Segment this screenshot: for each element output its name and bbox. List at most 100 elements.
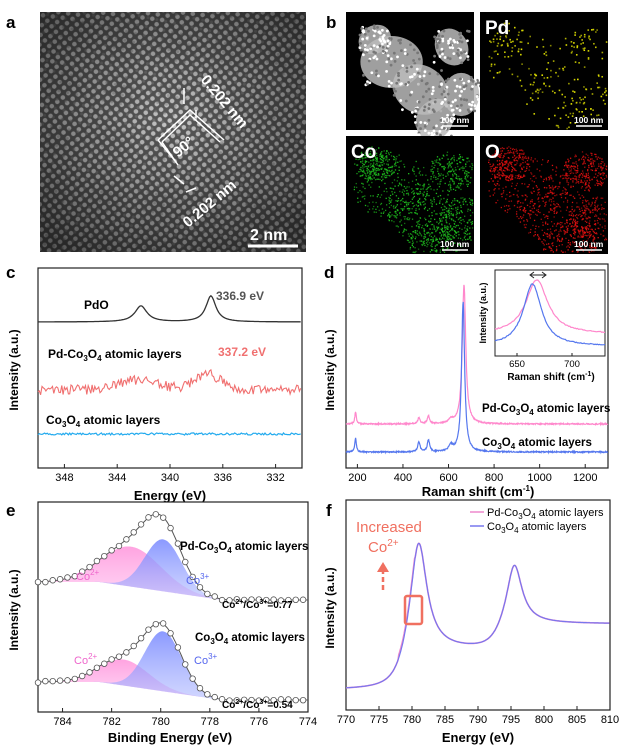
scale-bar-label-a: 2 nm [250,227,287,244]
group-label-e-co: Co3O4 atomic layers [195,632,305,646]
plot-frame-d [345,263,609,469]
ratio-label-pd: Co2+/Co3+=0.77 [222,599,293,611]
eds-title-pd: Pd [485,18,509,39]
xtick-label: 340 [161,472,179,484]
panel-label-a: a [6,13,16,32]
eds-scale-o: 100 nm [574,239,604,249]
annotation-pd-peak: 337.2 eV [218,345,266,359]
eds-scale-pd: 100 nm [574,115,604,125]
co2-component-1 [38,659,308,700]
xtick-label: 336 [214,472,232,484]
co2-label-top: Co2+ [76,568,100,583]
co3-label-top: Co3+ [186,572,210,587]
inset-xlabel: Raman shift (cm-1) [507,371,594,383]
xtick-label: 344 [108,472,126,484]
xtick-label: 780 [152,716,170,728]
xtick-label: 780 [403,714,421,726]
co3-component-1 [38,631,308,700]
series-label-d-co: Co3O4 atomic layers [482,437,592,451]
xtick-label: 800 [485,472,503,484]
xlabel-e: Binding Energy (eV) [108,730,232,745]
series-label-pd-co3o4: Pd-Co3O4 atomic layers [48,347,182,363]
xtick-label: 784 [53,716,71,728]
eds-title-o: O [485,142,500,163]
eds-scale-co: 100 nm [440,239,470,249]
inset-frame [494,269,606,357]
panel-label-e: e [6,501,15,520]
eds-signal-co [353,146,474,254]
xtick-label: 650 [509,359,525,370]
lattice-angle-marker [157,88,225,193]
series-co3o4 [37,432,301,437]
eds-signal-pd [488,22,608,130]
raw-data-0 [34,511,307,604]
xtick-label: 810 [601,714,619,726]
panel-label-f: f [326,501,332,520]
series-f-pd-co3o4 [346,542,610,689]
series-d-co3o4 [345,301,608,455]
xtick-label: 700 [564,359,580,370]
annotation-arrow-head [377,562,389,572]
series-label-co3o4: Co3O4 atomic layers [46,413,161,429]
eds-scale-haadf: 100 nm [440,115,470,125]
xlabel-d: Raman shift (cm-1) [422,484,535,499]
plot-frame-e [37,501,309,713]
series-pdo [38,294,301,323]
panel-a: a 0.202 nm 90° 0.202 nm 2 nm [6,12,306,252]
xtick-label: 348 [55,472,73,484]
co3-label-bottom: Co3+ [194,652,218,667]
group-label-e-pd: Pd-Co3O4 atomic layers [180,541,308,555]
xtick-label: 776 [250,716,268,728]
xtick-label: 774 [299,716,317,728]
xtick-label: 200 [348,472,366,484]
series-pd-co3o4 [37,368,302,396]
xtick-label: 785 [436,714,454,726]
xtick-label: 800 [535,714,553,726]
xtick-label: 332 [266,472,284,484]
inset-ylabel: Intensity (a.u.) [478,282,488,343]
co2-label-bottom: Co2+ [74,652,98,667]
series-label-pdo: PdO [84,298,109,312]
xtick-label: 1200 [573,472,597,484]
panel-f: f 770 775 780 785 790 795 800 805 810 Intensity … [323,499,619,745]
panel-d: d 200 400 600 800 1000 1200 Intensity (a.u.) … [323,263,610,499]
raw-data-1 [34,620,307,704]
ylabel-e: Intensity (a.u.) [7,569,21,650]
inset-series-pd [494,279,606,334]
eds-tile-o: O 100 nm [480,136,608,254]
annotation-pdo-peak: 336.9 eV [216,289,264,303]
xtick-label: 795 [502,714,520,726]
ylabel-d: Intensity (a.u.) [323,329,337,410]
co2-component-0 [38,546,308,600]
series-d-pd-co3o4 [345,284,609,427]
eds-tile-co: Co 100 nm [346,136,474,254]
legend-f-co: Co3O4 atomic layers [487,521,587,535]
series-f-co3o4 [346,542,610,689]
xtick-label: 790 [469,714,487,726]
eds-title-co: Co [351,142,376,163]
eds-signal-o [488,146,608,253]
inset-series-co [494,283,606,346]
panel-e: e 784 782 780 778 776 774 Intensity (a.u.) Bi… [6,501,317,745]
xtick-label: 400 [394,472,412,484]
xtick-label: 600 [439,472,457,484]
ratio-label-co: Co2+/Co3+=0.54 [222,699,293,711]
ylabel-c: Intensity (a.u.) [7,329,21,410]
xtick-label: 782 [102,716,120,728]
xtick-label: 805 [568,714,586,726]
panel-label-d: d [324,263,334,282]
panel-label-b: b [326,13,336,32]
eds-tile-haadf: 100 nm [346,12,482,141]
xps-group-0 [34,511,308,604]
panel-b: b 100 nm Pd 100 nm Co 100 nm O 100 nm [326,12,608,254]
xtick-label: 770 [337,714,355,726]
panel-c: c 348 344 340 336 332 Intensity (a.u.) Energ… [6,263,303,503]
eds-signal-haadf [358,24,482,141]
annotation-highlight-box [403,594,424,626]
xtick-label: 775 [370,714,388,726]
panel-label-c: c [6,263,15,282]
xps-group-1 [34,620,308,704]
inset-shift-arrows [529,271,547,279]
legend-f-pd: Pd-Co3O4 atomic layers [487,507,604,521]
